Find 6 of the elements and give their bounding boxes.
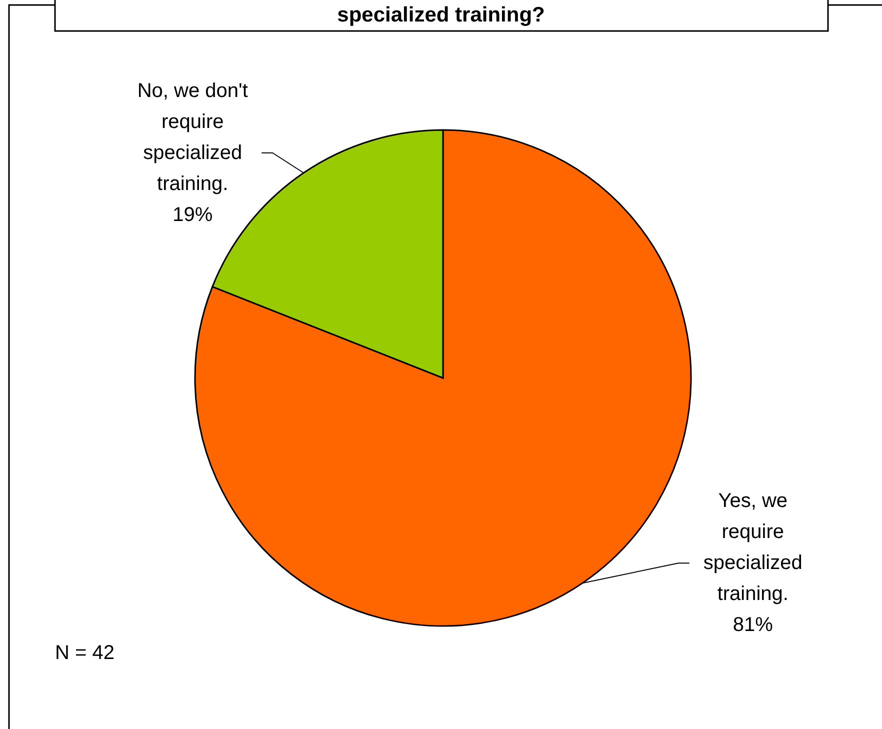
slice-label: No, we don't require specialized training. (137, 80, 248, 195)
data-label: 19% (172, 204, 213, 226)
data-label: 81% (732, 614, 774, 636)
slice-label: Yes, we require specialized training. (703, 490, 802, 606)
chart-title: specialized training? (337, 4, 545, 26)
text: N = 42 (55, 642, 114, 664)
